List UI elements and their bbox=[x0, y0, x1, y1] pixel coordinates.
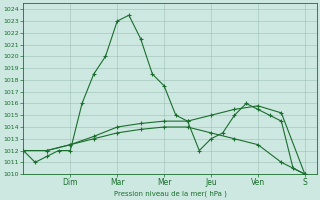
X-axis label: Pression niveau de la mer( hPa ): Pression niveau de la mer( hPa ) bbox=[114, 190, 226, 197]
